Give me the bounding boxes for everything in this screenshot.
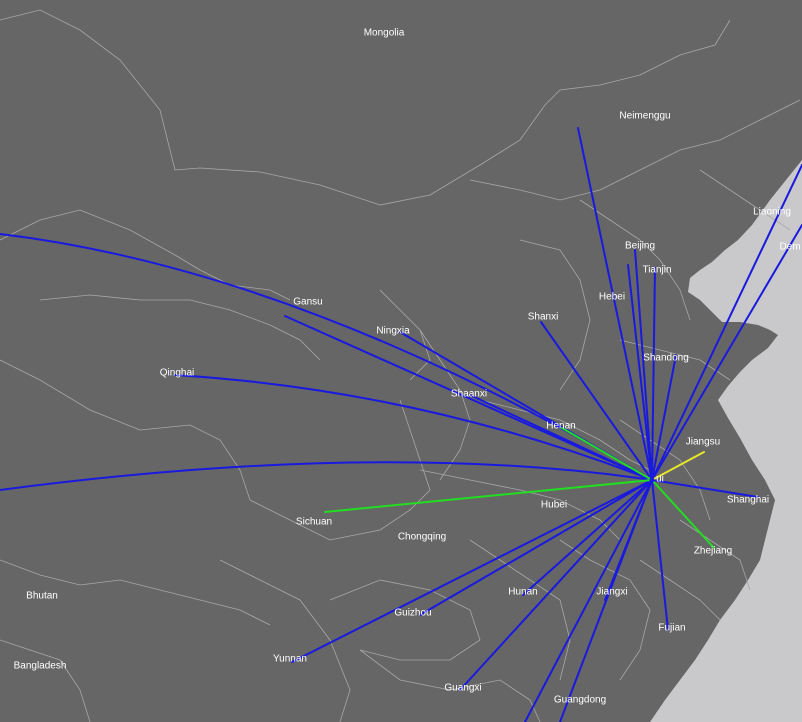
flow-to-beijing xyxy=(634,249,653,481)
flow-to-guizhou xyxy=(419,479,653,616)
border-neimenggu xyxy=(469,99,801,201)
border-shaanxi xyxy=(419,329,471,481)
border-mongolia xyxy=(0,9,731,206)
flow-to-tibet xyxy=(0,461,653,491)
flow-to-northwest-far xyxy=(0,233,653,481)
border-shandong xyxy=(619,339,731,381)
flow-to-shanxi xyxy=(540,321,653,481)
flow-to-qinghai xyxy=(174,374,653,481)
border-yunnan xyxy=(219,559,351,722)
border-jiangxi xyxy=(559,539,651,681)
border-hebei xyxy=(579,199,691,321)
flow-to-gansu xyxy=(284,315,653,481)
flow-to-sichuan xyxy=(324,479,653,513)
border-henan xyxy=(479,399,651,471)
border-fujian xyxy=(639,559,721,621)
flow-to-liaoning xyxy=(651,164,802,481)
flow-to-shanghai xyxy=(651,479,759,498)
border-guizhou xyxy=(329,579,481,661)
border-guangxi xyxy=(359,649,541,722)
flow-to-hunan xyxy=(522,479,653,596)
flow-to-tianjin xyxy=(651,267,656,481)
border-xinjiang-gansu xyxy=(0,209,291,301)
border-qinghai-north xyxy=(39,294,321,361)
flow-hub-marker xyxy=(649,477,655,483)
flow-to-dongbei xyxy=(651,224,802,481)
border-hunan xyxy=(469,539,571,681)
flow-to-shaanxi xyxy=(469,394,653,481)
flow-to-fujian xyxy=(651,479,669,631)
border-zhejiang xyxy=(679,519,751,591)
flow-to-yunnan xyxy=(291,479,653,663)
flow-to-guangdong-b xyxy=(524,479,653,722)
border-sichuan xyxy=(249,399,431,541)
flow-to-shandong xyxy=(651,354,677,481)
border-bangladesh xyxy=(0,639,91,722)
province-borders xyxy=(0,9,801,722)
border-tibet-qinghai xyxy=(0,359,251,501)
flow-to-jiangsu xyxy=(651,451,705,481)
flow-to-neimenggu xyxy=(577,127,653,481)
flow-to-guangxi xyxy=(459,479,653,691)
border-ningxia xyxy=(379,289,431,381)
flow-to-zhejiang xyxy=(651,479,715,549)
border-anhui xyxy=(619,419,711,521)
border-shanxi xyxy=(519,239,591,391)
flow-lines xyxy=(0,127,802,722)
flow-to-hebei xyxy=(627,264,653,481)
border-tibet-south xyxy=(0,559,271,626)
flow-to-guangdong-a xyxy=(559,479,653,722)
flow-to-henan xyxy=(561,427,653,481)
